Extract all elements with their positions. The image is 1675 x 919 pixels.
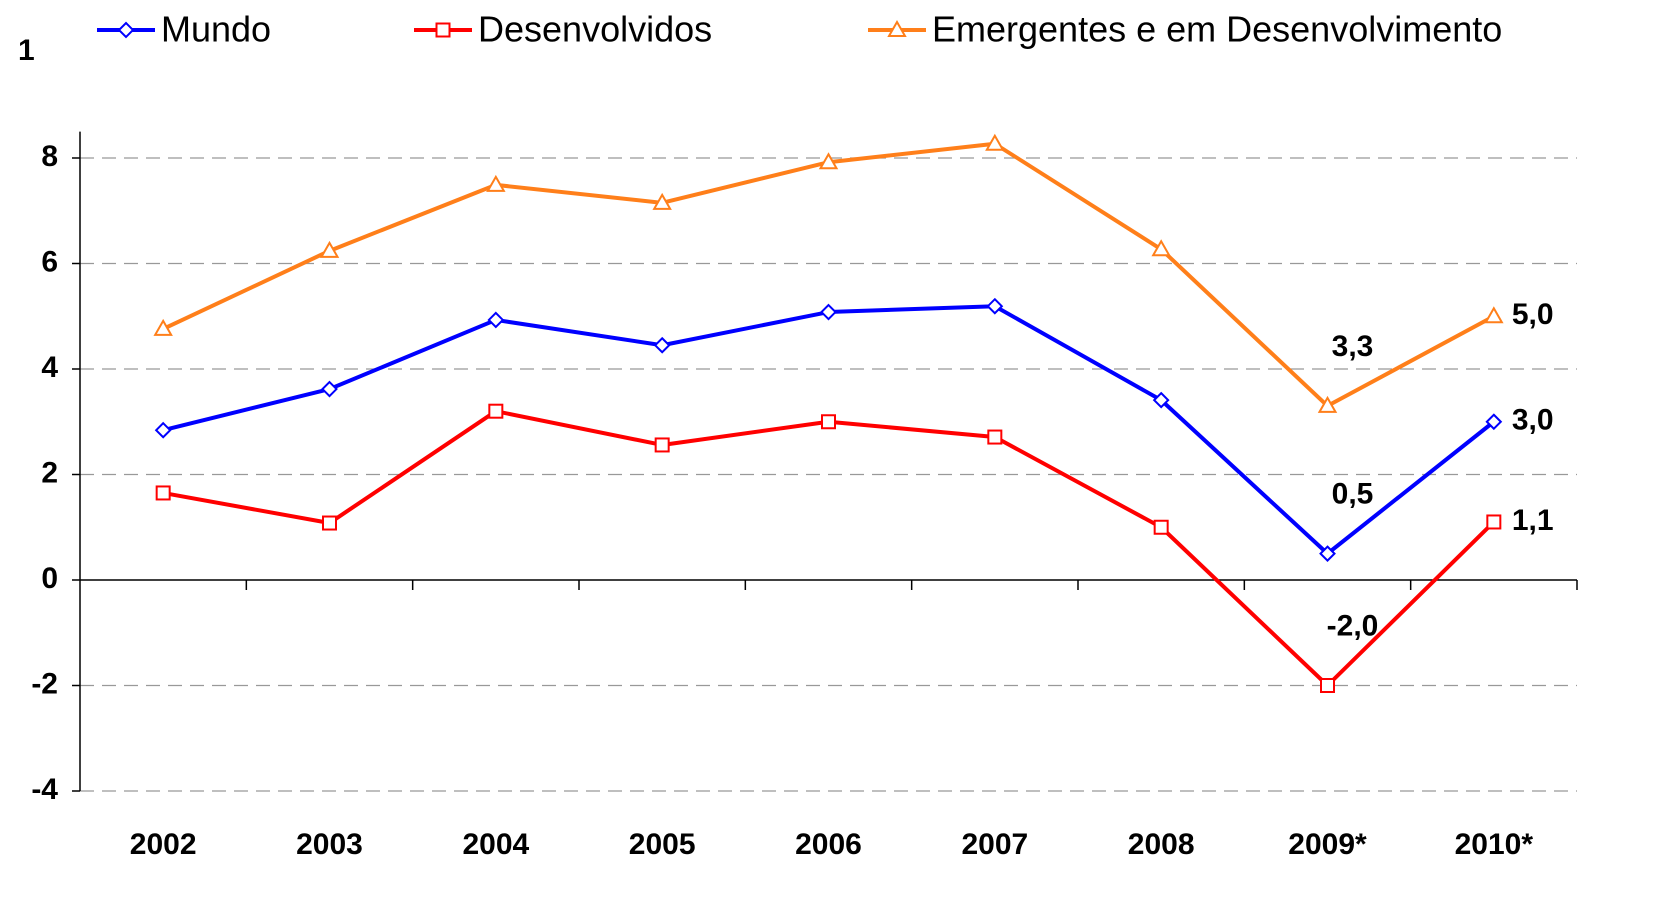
x-tick-label: 2004 — [462, 828, 529, 861]
point-marker — [1486, 514, 1502, 530]
legend-marker — [117, 21, 135, 39]
y-tick-label: 4 — [41, 351, 58, 384]
point-marker — [154, 421, 172, 439]
data-label: 5,0 — [1512, 298, 1554, 331]
point-marker — [818, 152, 839, 170]
point-marker — [486, 174, 506, 192]
point-marker — [155, 485, 171, 501]
point-marker — [1485, 413, 1503, 431]
point-marker — [652, 192, 672, 210]
point-marker — [653, 336, 671, 354]
x-tick-label: 2002 — [130, 828, 197, 861]
x-tick-label: 2006 — [795, 828, 862, 861]
series-line — [162, 141, 1495, 408]
legend-label: Emergentes e em Desenvolvimento — [932, 9, 1502, 50]
y-tick-label: -2 — [31, 667, 58, 700]
legend-label: Mundo — [161, 9, 271, 50]
point-marker — [1152, 391, 1170, 409]
x-tick-label: 2010* — [1455, 828, 1534, 861]
point-marker — [654, 437, 670, 453]
point-marker — [1317, 395, 1338, 413]
x-tick-label: 2003 — [296, 828, 363, 861]
data-label: -2,0 — [1327, 609, 1379, 642]
point-marker — [820, 303, 837, 321]
legend-label: Desenvolvidos — [478, 9, 712, 50]
x-tick-label: 2005 — [629, 828, 696, 861]
point-marker — [487, 311, 505, 329]
point-marker — [1320, 678, 1335, 693]
point-marker — [1484, 306, 1504, 324]
data-label: 1,1 — [1512, 504, 1554, 537]
series-line — [162, 409, 1496, 688]
annotation: 1 — [18, 34, 35, 67]
y-tick-label: 6 — [41, 245, 58, 278]
point-marker — [986, 297, 1004, 315]
point-marker — [987, 429, 1003, 445]
x-tick-label: 2008 — [1128, 828, 1195, 861]
point-marker — [1319, 545, 1336, 563]
legend-marker — [435, 22, 451, 38]
data-label: 3,0 — [1512, 404, 1554, 437]
x-tick-label: 2009* — [1288, 828, 1367, 861]
point-marker — [1153, 519, 1169, 535]
data-label: 0,5 — [1332, 478, 1374, 511]
point-marker — [321, 380, 338, 398]
point-marker — [821, 414, 836, 430]
series-line — [162, 304, 1496, 556]
point-marker — [985, 133, 1005, 151]
point-marker — [319, 240, 340, 258]
y-tick-label: -4 — [31, 773, 58, 806]
legend-marker — [887, 19, 907, 37]
point-marker — [1151, 239, 1171, 257]
y-tick-label: 0 — [41, 562, 58, 595]
point-marker — [153, 318, 173, 336]
y-tick-label: 8 — [41, 140, 58, 173]
point-marker — [322, 515, 337, 531]
point-marker — [488, 403, 504, 419]
data-label: 3,3 — [1332, 330, 1374, 363]
y-tick-label: 2 — [41, 456, 58, 489]
x-tick-label: 2007 — [961, 828, 1028, 861]
